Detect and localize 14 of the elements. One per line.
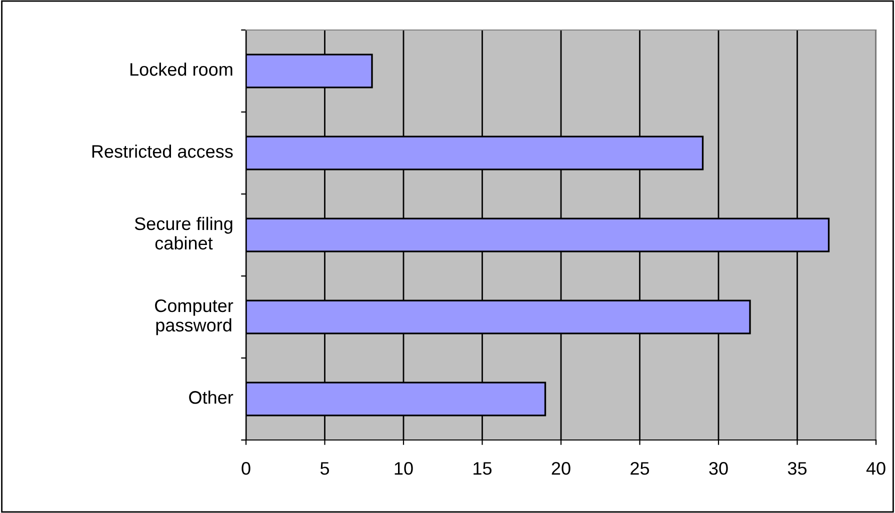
- x-tick-label: 20: [552, 462, 570, 475]
- y-tick-label: Computer password: [155, 299, 234, 336]
- x-tick-label: 25: [630, 462, 650, 475]
- y-tick-label: Other: [189, 390, 234, 404]
- x-tick-label: 5: [320, 462, 330, 475]
- y-tick-label: Locked room: [130, 62, 232, 76]
- x-tick-label: 15: [474, 462, 492, 475]
- x-tick-label: 40: [866, 462, 886, 475]
- x-tick-label: 30: [709, 462, 728, 475]
- y-tick-label: Secure filing cabinet: [134, 216, 232, 250]
- y-tick-label: Restricted access: [92, 144, 233, 158]
- x-tick-label: 0: [242, 462, 250, 475]
- x-tick-label: 35: [788, 462, 807, 475]
- x-tick-label: 10: [394, 462, 413, 475]
